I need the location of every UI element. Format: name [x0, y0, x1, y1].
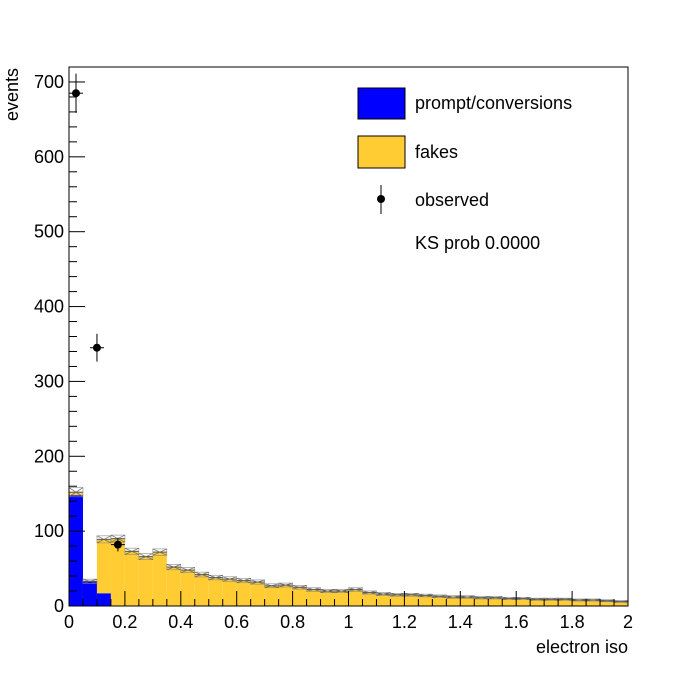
x-tick-label: 0.8 — [280, 612, 305, 632]
x-axis: 0 0.2 0.4 0.6 0.8 1 1.2 1.4 1.6 1.8 2 — [64, 591, 633, 632]
bar-fakes-2 — [96, 539, 111, 594]
x-axis-title: electron iso — [536, 637, 628, 657]
bar-fakes-13 — [250, 582, 265, 606]
ks-annotation: KS prob 0.0000 — [415, 233, 540, 253]
uncertainty-band-1 — [82, 578, 98, 584]
y-tick-label: 500 — [34, 222, 64, 242]
bar-fakes-26 — [432, 596, 447, 606]
bar-fakes-6 — [152, 552, 167, 606]
bar-fakes-27 — [446, 597, 461, 606]
x-tick-label: 1.4 — [448, 612, 473, 632]
uncertainty-band-20 — [348, 587, 363, 592]
uncertainty-band-13 — [250, 579, 265, 585]
x-tick-label: 0 — [64, 612, 74, 632]
x-tick-label: 2 — [623, 612, 633, 632]
x-tick-label: 1.6 — [504, 612, 529, 632]
bar-fakes-29 — [474, 597, 489, 606]
bar-fakes-20 — [348, 589, 363, 606]
bar-fakes-22 — [376, 594, 391, 606]
bar-fakes-24 — [404, 594, 419, 606]
y-tick-label: 0 — [54, 596, 64, 616]
legend-marker-observed — [377, 195, 385, 203]
bar-fakes-17 — [306, 589, 321, 606]
bar-fakes-33 — [530, 599, 545, 606]
bar-fakes-7 — [166, 567, 181, 606]
uncertainty-band-4 — [124, 547, 140, 555]
legend: prompt/conversions fakes observed KS pro… — [357, 87, 572, 253]
x-tick-label: 0.6 — [224, 612, 249, 632]
x-tick-label: 1.2 — [392, 612, 417, 632]
bar-fakes-19 — [334, 591, 349, 606]
bar-fakes-12 — [236, 580, 251, 606]
bar-fakes-35 — [558, 599, 573, 606]
legend-swatch-fakes — [357, 135, 406, 169]
uncertainty-band-7 — [166, 564, 182, 571]
bar-fakes-15 — [278, 585, 293, 606]
bar-fakes-11 — [222, 579, 237, 606]
x-tick-label: 1.8 — [560, 612, 585, 632]
bar-fakes-9 — [194, 574, 209, 606]
uncertainty-band-5 — [138, 553, 154, 560]
uncertainty-band-15 — [278, 582, 293, 588]
bar-fakes-36 — [572, 600, 587, 606]
y-axis-title: events — [2, 68, 22, 121]
bar-fakes-8 — [180, 570, 195, 606]
uncertainty-band-9 — [194, 571, 210, 578]
plot-frame — [68, 66, 629, 607]
y-axis: 0 100 200 300 400 500 600 700 — [34, 66, 85, 616]
bar-fakes-5 — [138, 556, 153, 606]
bar-prompt-1 — [82, 581, 97, 606]
uncertainty-band-26 — [432, 594, 447, 598]
bar-fakes-38 — [600, 600, 615, 606]
bar-fakes-3 — [110, 538, 125, 606]
bar-fakes-21 — [362, 592, 377, 606]
bar-prompt-2 — [96, 593, 111, 606]
bar-fakes-0 — [69, 492, 83, 496]
y-tick-label: 600 — [34, 147, 64, 167]
bar-fakes-32 — [516, 598, 531, 606]
uncertainty-band-30 — [487, 596, 503, 600]
observed-point-1 — [89, 333, 104, 362]
bar-fakes-30 — [488, 597, 503, 606]
bar-fakes-10 — [208, 577, 223, 606]
bar-fakes-39 — [614, 601, 628, 606]
legend-label-observed: observed — [415, 190, 489, 210]
y-tick-label: 100 — [34, 521, 64, 541]
observed-point-2 — [110, 537, 125, 552]
y-tick-label: 200 — [34, 446, 64, 466]
legend-label-fakes: fakes — [415, 142, 458, 162]
uncertainty-band-16 — [292, 585, 307, 590]
bar-fakes-34 — [544, 599, 559, 606]
observed-point-0 — [69, 73, 83, 113]
legend-label-prompt: prompt/conversions — [415, 93, 572, 113]
bar-fakes-16 — [292, 587, 307, 606]
legend-swatch-prompt — [357, 87, 406, 120]
y-tick-label: 300 — [34, 371, 64, 391]
bar-fakes-25 — [418, 595, 433, 606]
x-tick-label: 1 — [343, 612, 353, 632]
x-tick-label: 0.2 — [112, 612, 137, 632]
bar-fakes-28 — [460, 597, 475, 606]
bar-fakes-37 — [586, 600, 601, 606]
bar-fakes-31 — [502, 598, 517, 606]
observed-points — [69, 73, 125, 552]
x-tick-label: 0.4 — [168, 612, 193, 632]
bar-fakes-14 — [264, 585, 279, 606]
bar-fakes-4 — [124, 551, 139, 606]
bar-fakes-18 — [320, 591, 335, 606]
bar-fakes-23 — [390, 594, 405, 606]
y-tick-label: 400 — [34, 297, 64, 317]
uncertainty-band-6 — [152, 548, 168, 556]
y-tick-label: 700 — [34, 72, 64, 92]
uncertainty-band-8 — [180, 567, 196, 573]
bar-prompt-0 — [69, 495, 83, 606]
